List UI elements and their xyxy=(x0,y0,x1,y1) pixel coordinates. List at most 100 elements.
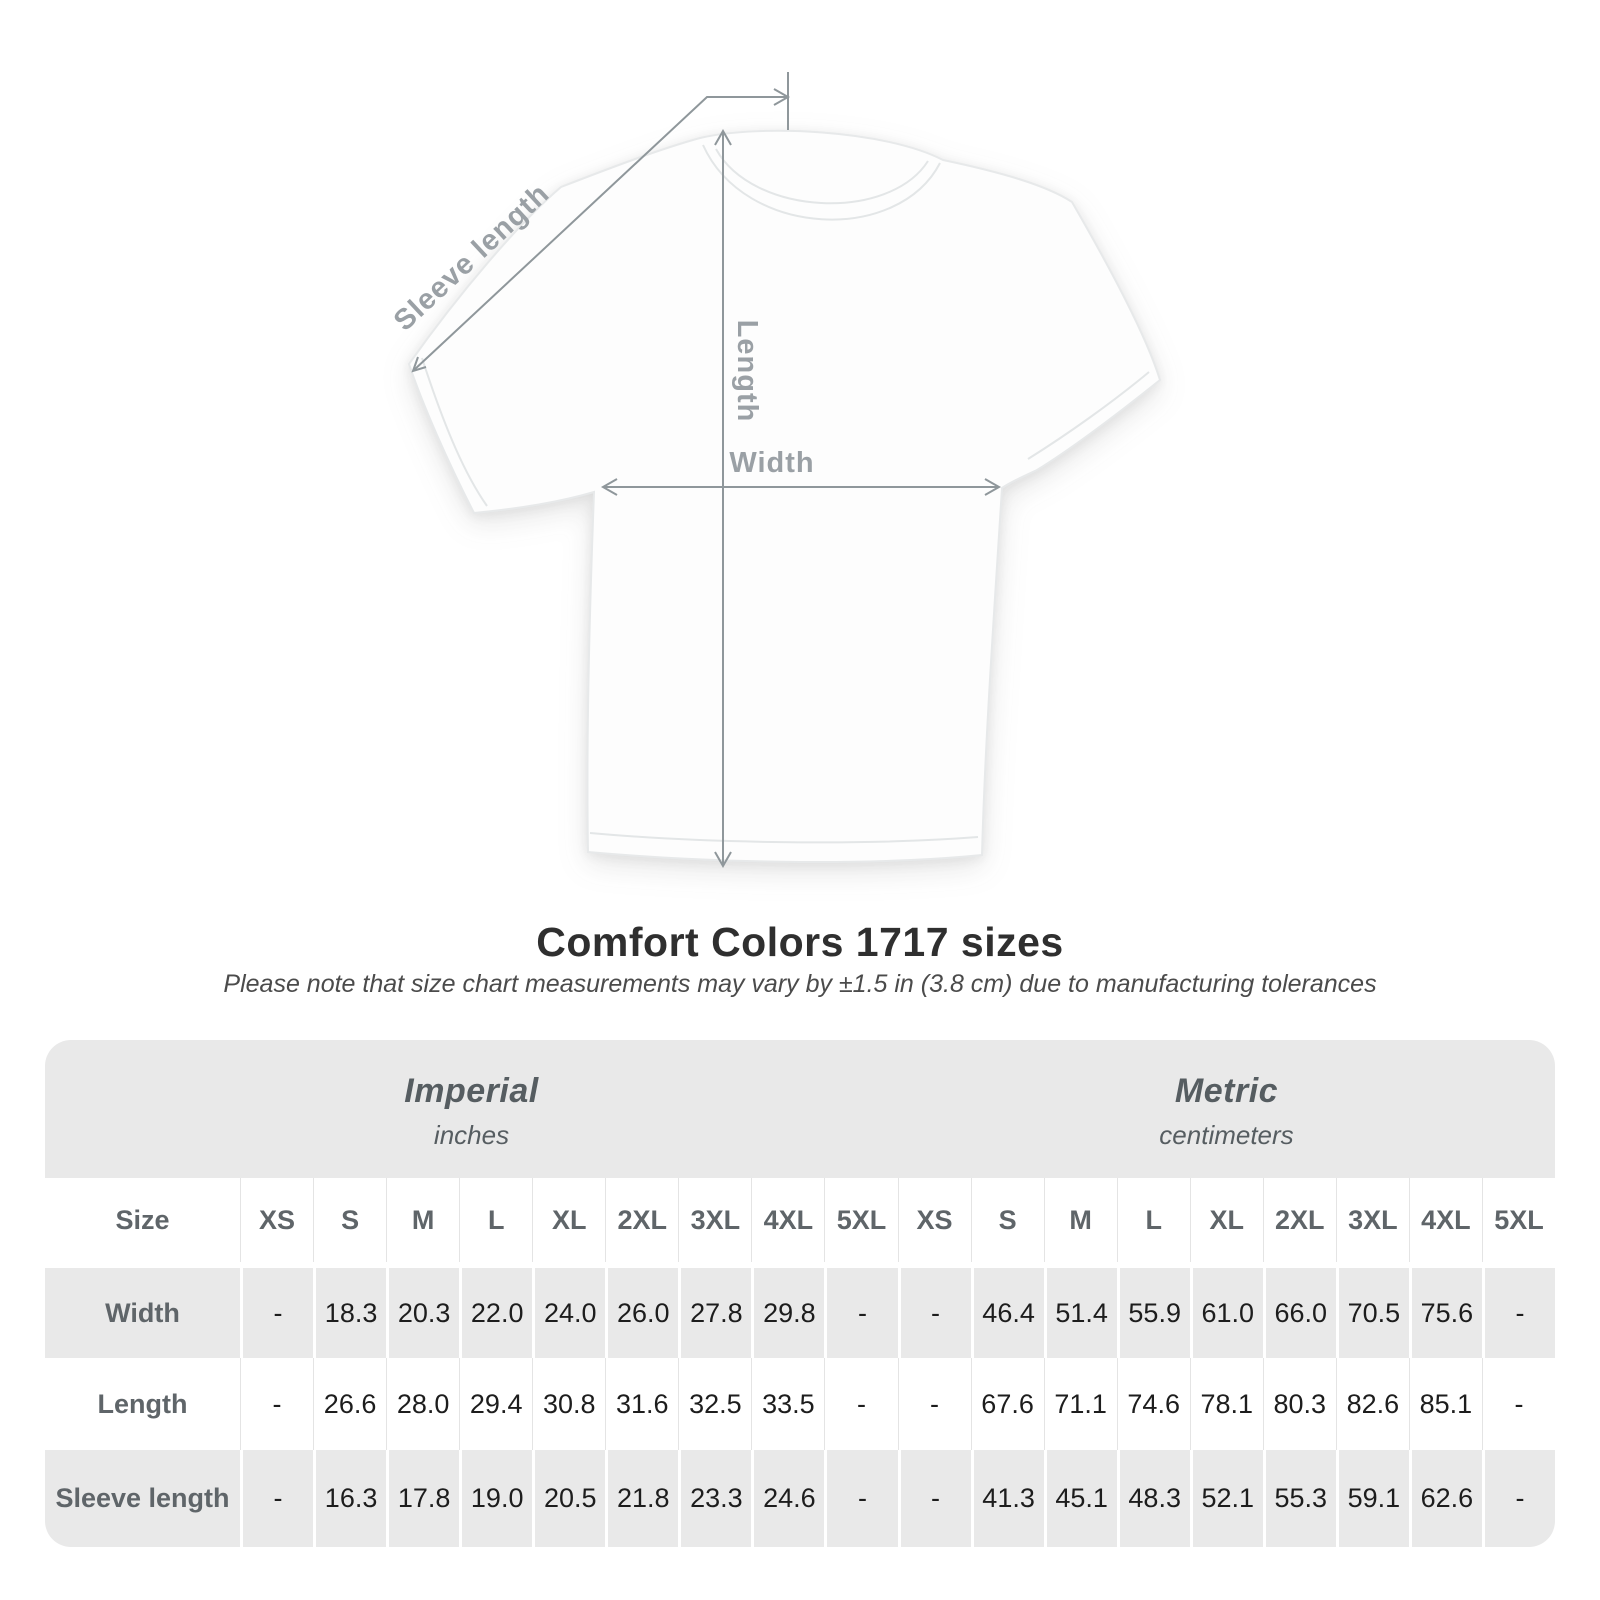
width-arrow-left xyxy=(600,478,618,496)
size-col-header: XL xyxy=(532,1178,605,1262)
table-cell: - xyxy=(1481,1450,1555,1547)
table-cell: 55.9 xyxy=(1116,1262,1190,1358)
page-title: Comfort Colors 1717 sizes xyxy=(536,919,1064,965)
length-label: Length xyxy=(731,320,763,423)
unit-group-metric: Metric centimeters xyxy=(898,1040,1555,1178)
table-cell: - xyxy=(240,1262,314,1358)
sleeve-arrow-end xyxy=(411,356,427,373)
table-cell: 27.8 xyxy=(678,1262,752,1358)
hem-seam xyxy=(589,832,979,844)
size-col-header: XS xyxy=(240,1178,313,1262)
length-arrow-up xyxy=(714,128,732,146)
table-cell: 26.0 xyxy=(605,1262,679,1358)
table-cell: 75.6 xyxy=(1408,1262,1482,1358)
table-cell: - xyxy=(824,1358,897,1450)
tshirt-measurement-diagram: Sleeve length Length Width xyxy=(388,72,1162,869)
table-cell: 61.0 xyxy=(1189,1262,1263,1358)
left-cuff-seam xyxy=(421,357,488,507)
table-cell: 62.6 xyxy=(1408,1450,1482,1547)
table-cell: 19.0 xyxy=(459,1450,533,1547)
table-cell: 32.5 xyxy=(678,1358,751,1450)
table-cell: 67.6 xyxy=(970,1358,1044,1450)
row-label: Width xyxy=(45,1262,240,1358)
size-col-header: M xyxy=(386,1178,459,1262)
metric-label: Metric xyxy=(1174,1071,1279,1110)
size-col-header: M xyxy=(1043,1178,1117,1262)
table-row-sleeve-length: Sleeve length - 16.3 17.8 19.0 20.5 21.8… xyxy=(45,1450,1555,1547)
size-col-header: 3XL xyxy=(1335,1178,1409,1262)
table-cell: 46.4 xyxy=(970,1262,1044,1358)
table-cell: - xyxy=(897,1358,971,1450)
size-col-header: 2XL xyxy=(605,1178,678,1262)
size-col-header: 3XL xyxy=(678,1178,751,1262)
table-cell: 20.3 xyxy=(386,1262,460,1358)
table-cell: 17.8 xyxy=(386,1450,460,1547)
table-cell: 71.1 xyxy=(1043,1358,1117,1450)
size-header-cell: Size xyxy=(115,1204,170,1235)
size-col-header: XL xyxy=(1189,1178,1263,1262)
table-cell: - xyxy=(824,1262,898,1358)
size-col-header: S xyxy=(970,1178,1044,1262)
table-cell: 74.6 xyxy=(1116,1358,1190,1450)
table-cell: - xyxy=(240,1358,313,1450)
table-cell: 30.8 xyxy=(532,1358,605,1450)
table-cell: 66.0 xyxy=(1262,1262,1336,1358)
table-row-width: Width - 18.3 20.3 22.0 24.0 26.0 27.8 29… xyxy=(45,1262,1555,1358)
table-cell: 20.5 xyxy=(532,1450,606,1547)
tshirt-illustration xyxy=(407,129,1162,864)
table-cell: 33.5 xyxy=(751,1358,824,1450)
table-cell: 41.3 xyxy=(970,1450,1044,1547)
table-cell: - xyxy=(1481,1358,1555,1450)
collar-inner-seam xyxy=(715,148,929,205)
table-cell: 24.6 xyxy=(751,1450,825,1547)
table-cell: 21.8 xyxy=(605,1450,679,1547)
table-cell: 78.1 xyxy=(1189,1358,1263,1450)
table-cell: - xyxy=(240,1450,314,1547)
row-label: Sleeve length xyxy=(45,1450,240,1547)
table-cell: 29.8 xyxy=(751,1262,825,1358)
table-cell: - xyxy=(897,1262,971,1358)
table-cell: 51.4 xyxy=(1043,1262,1117,1358)
table-cell: 70.5 xyxy=(1335,1262,1409,1358)
width-label: Width xyxy=(729,447,814,479)
size-col-header: 4XL xyxy=(751,1178,824,1262)
size-col-header: 2XL xyxy=(1262,1178,1336,1262)
imperial-label: Imperial xyxy=(404,1071,539,1110)
size-header-row: Size XS S M L XL 2XL 3XL 4XL 5XL XS S M … xyxy=(45,1178,1555,1262)
size-col-header: 4XL xyxy=(1408,1178,1482,1262)
table-cell: 24.0 xyxy=(532,1262,606,1358)
row-label: Length xyxy=(97,1388,188,1419)
collar-outer-seam xyxy=(702,144,941,221)
size-col-header: L xyxy=(1116,1178,1190,1262)
table-cell: 26.6 xyxy=(313,1358,386,1450)
table-cell: - xyxy=(897,1450,971,1547)
size-col-header: 5XL xyxy=(1481,1178,1555,1262)
table-cell: 23.3 xyxy=(678,1450,752,1547)
table-cell: - xyxy=(1481,1262,1555,1358)
table-cell: 28.0 xyxy=(386,1358,459,1450)
table-cell: 16.3 xyxy=(313,1450,387,1547)
table-cell: 29.4 xyxy=(459,1358,532,1450)
size-col-header: 5XL xyxy=(824,1178,897,1262)
right-cuff-seam xyxy=(1027,371,1150,460)
table-cell: 22.0 xyxy=(459,1262,533,1358)
tshirt-silhouette xyxy=(407,129,1162,864)
size-col-header: XS xyxy=(897,1178,971,1262)
table-row-length: Length - 26.6 28.0 29.4 30.8 31.6 32.5 3… xyxy=(45,1358,1555,1450)
imperial-sublabel: inches xyxy=(433,1119,510,1150)
unit-header-band: Imperial inches Metric centimeters xyxy=(45,1040,1555,1178)
length-arrow-down xyxy=(714,851,732,869)
table-cell: 59.1 xyxy=(1335,1450,1409,1547)
table-cell: 85.1 xyxy=(1408,1358,1482,1450)
sleeve-length-line xyxy=(413,96,788,371)
table-cell: 48.3 xyxy=(1116,1450,1190,1547)
table-cell: 31.6 xyxy=(605,1358,678,1450)
table-cell: 80.3 xyxy=(1262,1358,1336,1450)
table-cell: 52.1 xyxy=(1189,1450,1263,1547)
table-cell: - xyxy=(824,1450,898,1547)
size-col-header: S xyxy=(313,1178,386,1262)
size-chart-table: Imperial inches Metric centimeters Size … xyxy=(45,1040,1555,1547)
page-subtitle: Please note that size chart measurements… xyxy=(223,970,1377,998)
width-arrow-right xyxy=(984,478,1002,496)
